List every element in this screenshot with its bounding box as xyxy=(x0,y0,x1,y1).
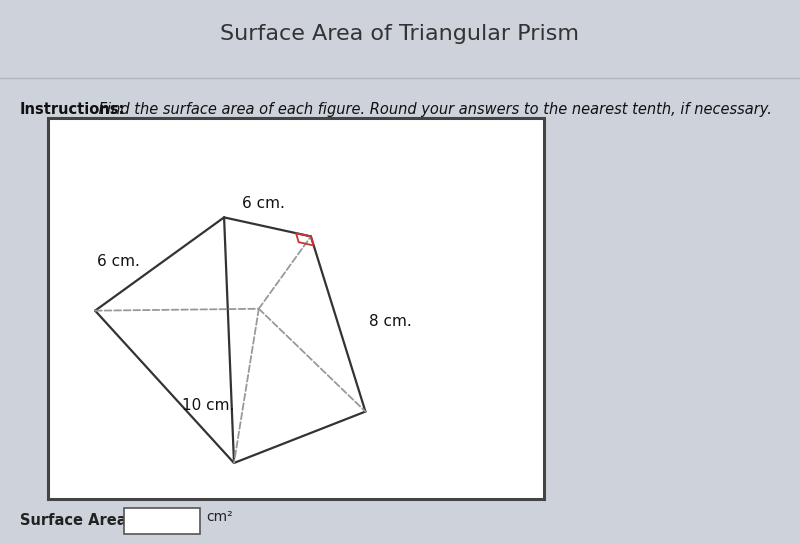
Bar xyxy=(48,118,544,499)
Text: 6 cm.: 6 cm. xyxy=(97,254,140,269)
Text: 6 cm.: 6 cm. xyxy=(242,195,285,211)
Text: Surface Area:: Surface Area: xyxy=(20,513,133,528)
Text: 8 cm.: 8 cm. xyxy=(369,314,411,329)
Bar xyxy=(124,508,200,534)
Text: cm²: cm² xyxy=(206,510,233,524)
Text: Find the surface area of each figure. Round your answers to the nearest tenth, i: Find the surface area of each figure. Ro… xyxy=(94,102,772,117)
Text: Instructions:: Instructions: xyxy=(20,102,126,117)
Text: Surface Area of Triangular Prism: Surface Area of Triangular Prism xyxy=(221,24,579,44)
Text: 10 cm.: 10 cm. xyxy=(182,399,234,413)
